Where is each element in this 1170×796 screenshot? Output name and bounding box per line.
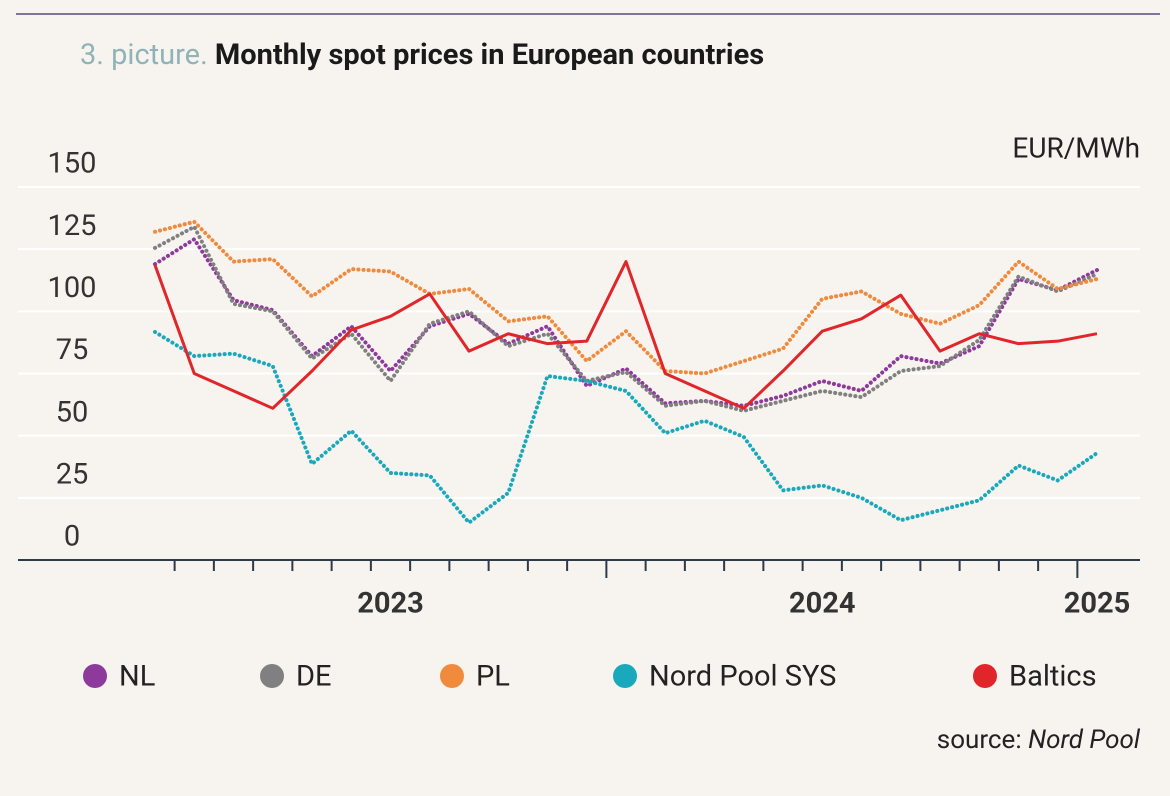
legend-swatch [973,664,997,688]
legend-label: Nord Pool SYS [649,660,836,694]
y-unit: EUR/MWh [1012,131,1140,164]
legend-label: NL [119,660,155,694]
legend-label: Baltics [1009,660,1097,694]
title-prefix: 3. picture. [80,38,208,72]
title-text: Monthly spot prices in European countrie… [215,38,764,72]
legend-swatch [83,664,107,688]
y-tick-label: 125 [48,209,97,243]
series-line [153,329,1099,525]
y-tick-label: 150 [48,147,97,181]
chart-title: 3. picture. Monthly spot prices in Europ… [80,38,764,72]
y-tick-label: 0 [64,520,80,554]
y-tick-label: 25 [56,457,89,491]
series-line [153,219,1099,376]
series-line [153,260,1098,410]
y-tick-label: 75 [56,333,89,367]
x-tick-label: 2023 [357,587,424,621]
source: source: Nord Pool [937,725,1141,755]
legend-swatch [440,664,464,688]
x-tick-label: 2025 [1064,587,1131,621]
legend-label: DE [296,660,332,694]
legend-swatch [613,664,637,688]
legend-label: PL [476,660,510,694]
legend-swatch [260,664,284,688]
y-tick-label: 100 [48,271,97,305]
series-line [153,224,1099,413]
y-tick-label: 50 [56,395,89,429]
x-tick-label: 2024 [789,587,856,621]
source-label: source: [937,725,1022,755]
source-name: Nord Pool [1028,725,1141,755]
